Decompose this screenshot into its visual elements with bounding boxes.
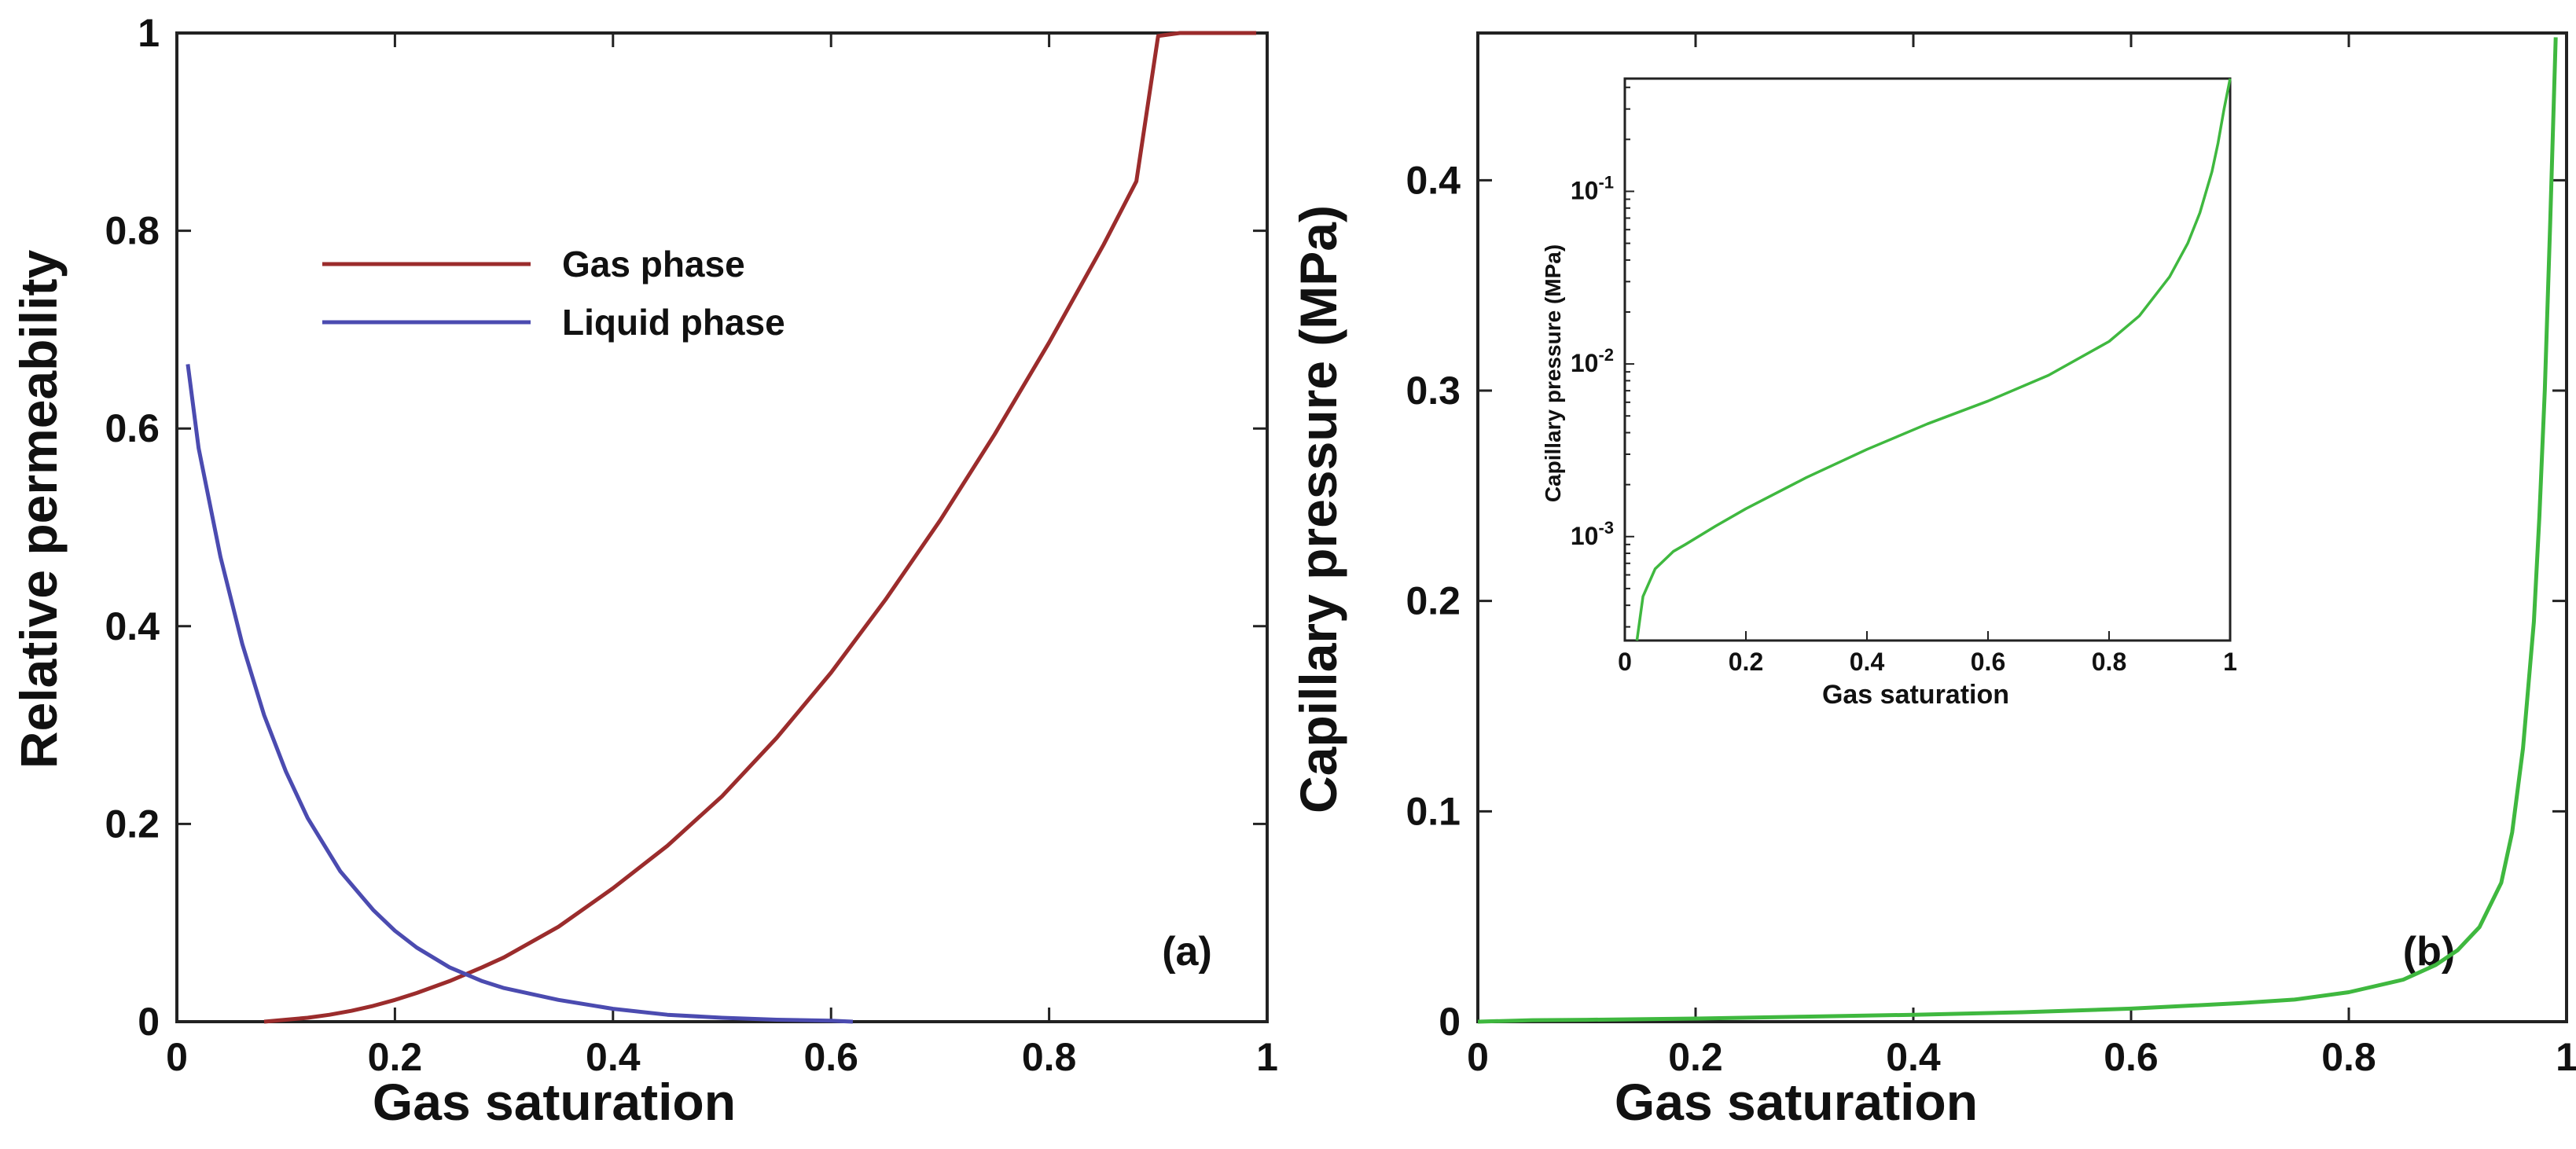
panel-b-plot-frame bbox=[1476, 31, 2568, 1023]
inset-y-tick-exponent: -1 bbox=[1598, 172, 1614, 192]
panel-a-y-tick-label: 0 bbox=[138, 1000, 160, 1044]
inset-y-tick-label: 10-3 bbox=[1571, 518, 1614, 550]
panel-a-label: (a) bbox=[1162, 929, 1212, 975]
panel-a-y-tick-label: 1 bbox=[138, 11, 160, 55]
panel-b-y-tick-label: 0 bbox=[1439, 1000, 1461, 1044]
legend-gas-phase-label: Gas phase bbox=[562, 244, 745, 284]
inset-x-tick-label: 0.6 bbox=[1971, 648, 2005, 676]
inset-x-tick-label: 0.8 bbox=[2092, 648, 2126, 676]
panel-a-x-axis-title: Gas saturation bbox=[373, 1073, 736, 1131]
panel-b-y-axis-title: Capillary pressure (MPa) bbox=[1289, 205, 1347, 813]
panel-a-legend: Gas phase Liquid phase bbox=[322, 244, 785, 343]
inset-y-tick-exponent: -3 bbox=[1598, 518, 1614, 538]
panel-b-y-tick-label: 0.3 bbox=[1406, 369, 1461, 413]
inset-capillary-pressure-series-line bbox=[1635, 78, 2232, 641]
inset-x-tick-label: 0.2 bbox=[1729, 648, 1763, 676]
panel-a-x-tick-label: 0 bbox=[166, 1035, 188, 1079]
inset-plot: 0 0.2 0.4 0.6 0.8 110-310-210-1 bbox=[1571, 77, 2237, 676]
capillary-pressure-series-line bbox=[1477, 37, 2558, 1024]
panel-a-y-tick-label: 0.4 bbox=[105, 604, 160, 648]
panel-b-x-axis-title: Gas saturation bbox=[1615, 1073, 1978, 1131]
inset-y-tick-base: 10 bbox=[1571, 522, 1599, 550]
liquid-phase-series-line bbox=[186, 364, 854, 1024]
panel-b-y-tick-label: 0.2 bbox=[1406, 579, 1461, 623]
inset-x-axis-title: Gas saturation bbox=[1822, 680, 2009, 710]
panel-a-y-tick-label: 0.6 bbox=[105, 406, 160, 450]
panel-b-y-tick-label: 0.1 bbox=[1406, 789, 1461, 833]
panel-a-y-tick-label: 0.8 bbox=[105, 209, 160, 253]
panel-a-y-axis-title: Relative permeability bbox=[9, 250, 68, 769]
inset-y-tick-label: 10-2 bbox=[1571, 345, 1614, 377]
inset-y-tick-exponent: -2 bbox=[1598, 345, 1614, 365]
panel-b-x-tick-label: 0 bbox=[1467, 1035, 1489, 1079]
panel-a-x-tick-label: 0.4 bbox=[586, 1035, 641, 1079]
inset-x-tick-label: 0.4 bbox=[1850, 648, 1885, 676]
panel-a-relative-permeability: Gas saturation Relative permeability (a)… bbox=[9, 11, 1278, 1131]
gas-phase-series-line bbox=[263, 31, 1257, 1024]
inset-y-axis-title: Capillary pressure (MPa) bbox=[1541, 244, 1565, 502]
panel-a-x-tick-label: 0.6 bbox=[803, 1035, 858, 1079]
panel-a-x-tick-label: 0.8 bbox=[1022, 1035, 1077, 1079]
panel-a-plot-frame bbox=[175, 31, 1269, 1023]
panel-a-x-tick-label: 1 bbox=[1256, 1035, 1278, 1079]
inset-y-tick-base: 10 bbox=[1571, 349, 1599, 377]
panel-a-y-tick-label: 0.2 bbox=[105, 802, 160, 846]
inset-x-tick-label: 1 bbox=[2223, 648, 2237, 676]
inset-y-tick-label: 10-1 bbox=[1571, 172, 1614, 204]
panel-b-capillary-pressure: Gas saturation Capillary pressure (MPa) … bbox=[1289, 31, 2576, 1131]
panel-b-y-tick-label: 0.4 bbox=[1406, 158, 1461, 202]
inset-plot-frame bbox=[1623, 77, 2232, 642]
inset-y-tick-base: 10 bbox=[1571, 176, 1599, 204]
panel-a-x-tick-label: 0.2 bbox=[368, 1035, 423, 1079]
panel-b-x-tick-label: 1 bbox=[2556, 1035, 2576, 1079]
panel-b-x-tick-label: 0.6 bbox=[2104, 1035, 2159, 1079]
inset-x-tick-label: 0 bbox=[1618, 648, 1632, 676]
panel-b-x-tick-label: 0.8 bbox=[2321, 1035, 2376, 1079]
panel-b-x-tick-label: 0.4 bbox=[1886, 1035, 1941, 1079]
legend-liquid-phase-label: Liquid phase bbox=[562, 302, 785, 343]
panel-b-x-tick-label: 0.2 bbox=[1668, 1035, 1723, 1079]
